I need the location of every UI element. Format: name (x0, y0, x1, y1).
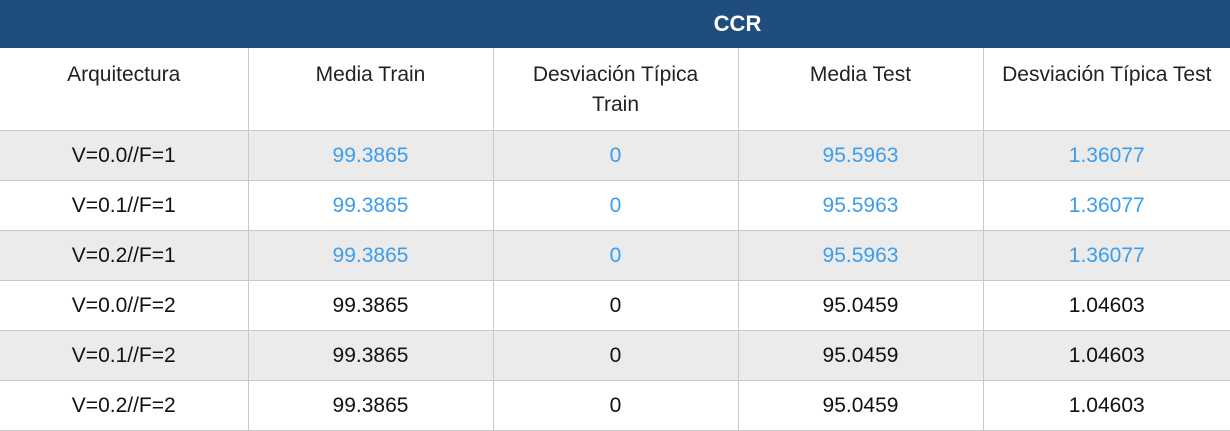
cell-media-train: 99.3865 (248, 380, 494, 431)
header-arquitectura: Arquitectura (0, 48, 249, 131)
cell-arquitectura: V=0.2//F=2 (0, 380, 249, 431)
cell-desviacion-train: 0 (493, 230, 739, 281)
cell-media-test: 95.5963 (738, 130, 984, 181)
cell-media-test: 95.0459 (738, 330, 984, 381)
table-title-text: CCR (713, 11, 762, 36)
table-row: V=0.1//F=1 99.3865 0 95.5963 1.36077 (0, 180, 1230, 231)
cell-arquitectura: V=0.0//F=2 (0, 280, 249, 331)
cell-media-train: 99.3865 (248, 230, 494, 281)
table-row: V=0.2//F=1 99.3865 0 95.5963 1.36077 (0, 230, 1230, 281)
table-row: V=0.2//F=2 99.3865 0 95.0459 1.04603 (0, 380, 1230, 431)
cell-arquitectura: V=0.1//F=2 (0, 330, 249, 381)
cell-desviacion-test: 1.04603 (983, 330, 1230, 381)
cell-desviacion-train: 0 (493, 330, 739, 381)
cell-desviacion-test: 1.36077 (983, 130, 1230, 181)
cell-arquitectura: V=0.2//F=1 (0, 230, 249, 281)
cell-media-test: 95.0459 (738, 280, 984, 331)
cell-desviacion-test: 1.04603 (983, 380, 1230, 431)
table-row: V=0.1//F=2 99.3865 0 95.0459 1.04603 (0, 330, 1230, 381)
cell-media-test: 95.5963 (738, 230, 984, 281)
header-desviacion-test: Desviación Típica Test (983, 48, 1230, 131)
cell-media-train: 99.3865 (248, 130, 494, 181)
cell-arquitectura: V=0.0//F=1 (0, 130, 249, 181)
cell-desviacion-train: 0 (493, 280, 739, 331)
header-media-test: Media Test (738, 48, 984, 131)
cell-media-test: 95.0459 (738, 380, 984, 431)
cell-desviacion-test: 1.36077 (983, 230, 1230, 281)
cell-desviacion-test: 1.36077 (983, 180, 1230, 231)
cell-media-train: 99.3865 (248, 330, 494, 381)
header-desviacion-train: Desviación Típica Train (493, 48, 739, 131)
cell-media-train: 99.3865 (248, 180, 494, 231)
header-media-train: Media Train (248, 48, 494, 131)
cell-desviacion-test: 1.04603 (983, 280, 1230, 331)
table-row: V=0.0//F=1 99.3865 0 95.5963 1.36077 (0, 130, 1230, 181)
column-header-row: Arquitectura Media Train Desviación Típi… (0, 48, 1230, 131)
cell-arquitectura: V=0.1//F=1 (0, 180, 249, 231)
title-row: CCR (0, 0, 1230, 48)
table-row: V=0.0//F=2 99.3865 0 95.0459 1.04603 (0, 280, 1230, 331)
cell-desviacion-train: 0 (493, 130, 739, 181)
table-title: CCR (0, 0, 1230, 48)
cell-desviacion-train: 0 (493, 180, 739, 231)
cell-desviacion-train: 0 (493, 380, 739, 431)
cell-media-train: 99.3865 (248, 280, 494, 331)
cell-media-test: 95.5963 (738, 180, 984, 231)
